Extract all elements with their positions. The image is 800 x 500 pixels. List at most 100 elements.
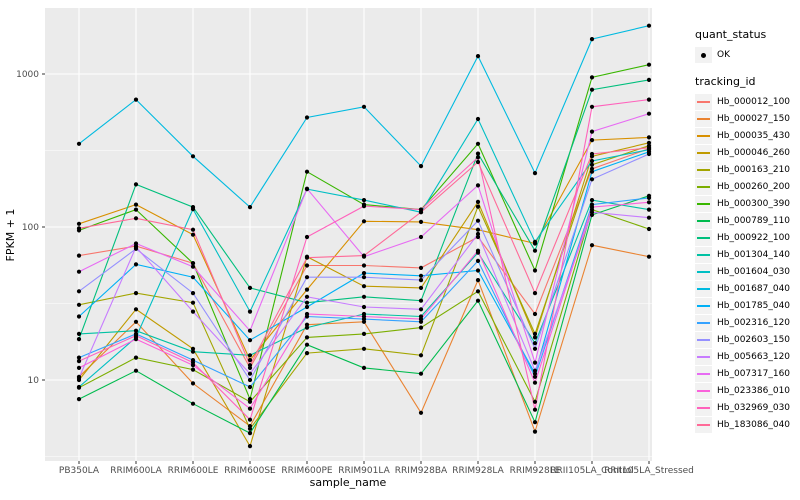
legend-entry-label: Hb_000300_390 <box>717 198 791 209</box>
data-point <box>475 248 481 253</box>
legend-entry-label: Hb_000027_150 <box>717 113 791 124</box>
legend-entry-label: Hb_000260_200 <box>717 181 791 192</box>
data-point <box>589 198 595 203</box>
data-point <box>532 171 538 176</box>
legend-key <box>695 297 712 314</box>
data-point <box>304 311 310 317</box>
data-point <box>247 377 253 383</box>
data-point <box>532 407 538 412</box>
y-tick-label: 10 <box>28 376 40 386</box>
legend-entry-Hb_002603_150: Hb_002603_150 <box>695 331 800 348</box>
x-tick-label: RRIM600LA <box>110 466 162 476</box>
legend-key <box>695 212 712 229</box>
data-point <box>76 289 82 294</box>
data-point <box>475 116 481 122</box>
data-point <box>133 333 139 338</box>
legend-entry-label: Hb_002603_150 <box>717 334 791 345</box>
line-swatch-icon <box>697 151 710 154</box>
y-tick-label: 100 <box>22 223 39 233</box>
data-point <box>133 307 139 312</box>
x-tick-label: RRIM600SE <box>224 466 276 476</box>
data-point <box>646 23 652 28</box>
data-point <box>361 204 367 209</box>
data-point <box>532 248 538 253</box>
data-point <box>475 234 481 240</box>
legend-key <box>695 280 712 297</box>
data-point <box>133 216 139 221</box>
data-point <box>589 177 595 182</box>
data-point <box>418 219 424 224</box>
data-point <box>418 298 424 303</box>
line-swatch-icon <box>697 355 710 358</box>
data-point <box>133 202 139 207</box>
data-point <box>532 380 538 385</box>
data-point <box>475 151 481 156</box>
data-point <box>361 314 367 319</box>
data-point <box>589 162 595 167</box>
legend-entry-label: OK <box>717 49 730 60</box>
point-marker-icon <box>701 52 706 58</box>
plot-panel <box>45 8 652 461</box>
data-point <box>190 227 196 232</box>
data-point <box>133 355 139 360</box>
data-point <box>646 111 652 116</box>
data-point <box>532 399 538 404</box>
data-point <box>190 367 196 372</box>
data-point <box>589 166 595 171</box>
data-point <box>76 226 82 231</box>
line-swatch-icon <box>697 406 710 409</box>
data-point <box>361 271 367 276</box>
data-point <box>646 200 652 205</box>
data-point <box>76 375 82 381</box>
legend-key <box>695 110 712 127</box>
line-swatch-icon <box>697 321 710 324</box>
legend-entry-label: Hb_000012_100 <box>717 96 791 107</box>
data-point <box>646 97 652 102</box>
data-point <box>133 328 139 333</box>
data-point <box>361 284 367 289</box>
data-point <box>475 204 481 209</box>
x-tick-label: RRIM600PE <box>281 466 333 476</box>
y-axis-title: FPKM + 1 <box>4 209 17 262</box>
line-swatch-icon <box>697 185 710 188</box>
data-point <box>76 359 82 364</box>
data-point <box>247 358 253 363</box>
data-point <box>532 331 538 336</box>
line-swatch-icon <box>697 389 710 392</box>
legend-entry-label: Hb_000922_100 <box>717 232 791 243</box>
legend-title-quant-status: quant_status <box>695 28 767 41</box>
data-point <box>247 431 253 436</box>
data-point <box>190 346 196 351</box>
data-point <box>475 298 481 303</box>
data-point <box>190 291 196 296</box>
line-swatch-icon <box>697 202 710 205</box>
data-point <box>190 300 196 305</box>
data-point <box>418 234 424 240</box>
data-point <box>76 365 82 370</box>
data-point <box>304 186 310 191</box>
data-point <box>361 253 367 258</box>
data-point <box>76 253 82 258</box>
legend: quant_status OK tracking_id Hb_000012_10… <box>695 28 800 433</box>
legend-entry-Hb_000922_100: Hb_000922_100 <box>695 229 800 246</box>
line-swatch-icon <box>697 117 710 120</box>
data-point <box>247 426 253 431</box>
legend-key <box>695 331 712 348</box>
legend-entry-label: Hb_023386_010 <box>717 385 791 396</box>
legend-key <box>695 348 712 365</box>
data-point <box>475 218 481 223</box>
data-point <box>589 138 595 143</box>
legend-entry-Hb_000027_150: Hb_000027_150 <box>695 110 800 127</box>
data-point <box>304 304 310 310</box>
legend-key <box>695 178 712 195</box>
data-point <box>76 337 82 342</box>
data-point <box>304 335 310 340</box>
legend-entry-label: Hb_007317_160 <box>717 368 791 379</box>
data-point <box>418 265 424 270</box>
line-swatch-icon <box>697 304 710 307</box>
x-tick-label: RRIM928BA <box>395 466 448 476</box>
line-swatch-icon <box>697 372 710 375</box>
line-swatch-icon <box>697 338 710 341</box>
